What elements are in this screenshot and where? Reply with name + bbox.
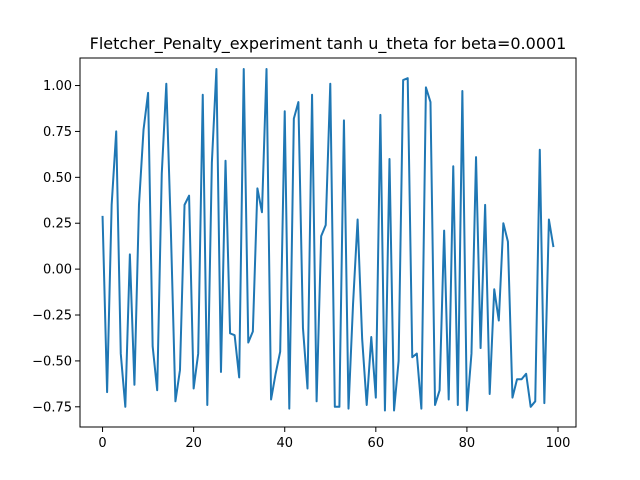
y-tick-label: 0.75 bbox=[43, 125, 72, 140]
y-tick-label: −0.50 bbox=[32, 354, 72, 369]
series-line bbox=[101, 68, 555, 412]
x-axis-ticks: 0 20 40 60 80 100 bbox=[98, 427, 570, 451]
x-tick-label: 20 bbox=[185, 436, 202, 451]
y-tick-label: 1.00 bbox=[43, 79, 72, 94]
axes-frame bbox=[79, 57, 577, 428]
y-tick-label: 0.00 bbox=[43, 263, 72, 278]
y-axis-ticks: −0.75 −0.50 −0.25 0.00 0.25 0.50 0.75 1.00 bbox=[32, 79, 80, 415]
y-tick-label: 0.25 bbox=[43, 217, 72, 232]
chart-title: Fletcher_Penalty_experiment tanh u_theta… bbox=[90, 34, 567, 54]
x-tick-label: 60 bbox=[368, 436, 385, 451]
x-tick-label: 40 bbox=[276, 436, 293, 451]
x-tick-label: 0 bbox=[98, 436, 106, 451]
y-tick-label: −0.25 bbox=[32, 309, 72, 324]
y-tick-label: 0.50 bbox=[43, 171, 72, 186]
y-tick-label: −0.75 bbox=[32, 400, 72, 415]
x-tick-label: 100 bbox=[546, 436, 571, 451]
x-tick-label: 80 bbox=[459, 436, 476, 451]
plot-area bbox=[101, 68, 555, 412]
